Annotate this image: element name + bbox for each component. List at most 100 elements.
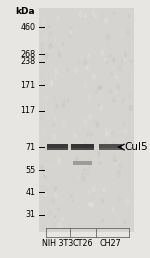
Text: CH27: CH27 bbox=[99, 239, 121, 248]
Circle shape bbox=[96, 90, 98, 93]
Circle shape bbox=[79, 12, 82, 17]
Circle shape bbox=[112, 97, 115, 102]
Circle shape bbox=[41, 165, 44, 170]
Circle shape bbox=[84, 119, 87, 125]
Circle shape bbox=[58, 207, 59, 211]
Circle shape bbox=[126, 199, 129, 204]
Circle shape bbox=[53, 134, 56, 140]
Circle shape bbox=[83, 177, 85, 181]
Circle shape bbox=[71, 195, 72, 197]
Circle shape bbox=[129, 95, 130, 97]
Circle shape bbox=[125, 53, 127, 57]
Circle shape bbox=[41, 47, 44, 53]
Circle shape bbox=[98, 103, 99, 106]
Circle shape bbox=[94, 79, 95, 81]
Circle shape bbox=[109, 89, 112, 93]
Circle shape bbox=[75, 69, 77, 73]
Circle shape bbox=[96, 122, 99, 127]
Circle shape bbox=[53, 124, 54, 126]
Circle shape bbox=[115, 89, 117, 94]
Circle shape bbox=[115, 162, 117, 166]
Circle shape bbox=[92, 187, 95, 192]
Circle shape bbox=[88, 203, 90, 206]
Text: kDa: kDa bbox=[16, 7, 35, 16]
Circle shape bbox=[84, 82, 87, 88]
Text: CT26: CT26 bbox=[72, 239, 93, 248]
Circle shape bbox=[106, 61, 108, 63]
Circle shape bbox=[90, 201, 93, 206]
Circle shape bbox=[111, 131, 113, 135]
Bar bbox=[47, 144, 68, 150]
Circle shape bbox=[88, 191, 90, 193]
Circle shape bbox=[86, 65, 88, 70]
Bar bbox=[39, 8, 134, 232]
Circle shape bbox=[70, 209, 71, 211]
Circle shape bbox=[98, 86, 100, 90]
Circle shape bbox=[106, 131, 109, 135]
Circle shape bbox=[55, 69, 58, 74]
Circle shape bbox=[111, 72, 113, 75]
Circle shape bbox=[54, 192, 57, 198]
Circle shape bbox=[78, 59, 81, 63]
Circle shape bbox=[50, 47, 53, 52]
Circle shape bbox=[54, 116, 56, 120]
Text: 238: 238 bbox=[20, 58, 35, 66]
Text: 117: 117 bbox=[20, 107, 35, 115]
Circle shape bbox=[41, 116, 43, 120]
Circle shape bbox=[49, 44, 52, 49]
Circle shape bbox=[94, 158, 95, 160]
Circle shape bbox=[102, 219, 103, 222]
Circle shape bbox=[62, 122, 65, 127]
Circle shape bbox=[72, 200, 73, 201]
Circle shape bbox=[98, 152, 100, 155]
Circle shape bbox=[115, 159, 116, 162]
Circle shape bbox=[55, 97, 56, 99]
Circle shape bbox=[124, 59, 125, 61]
Circle shape bbox=[64, 100, 65, 102]
Circle shape bbox=[61, 217, 63, 221]
Bar bbox=[71, 144, 94, 150]
Circle shape bbox=[53, 166, 54, 169]
Circle shape bbox=[55, 38, 56, 41]
Circle shape bbox=[122, 62, 123, 65]
Circle shape bbox=[66, 154, 68, 157]
Circle shape bbox=[58, 158, 61, 163]
Circle shape bbox=[52, 198, 55, 204]
Circle shape bbox=[121, 59, 123, 62]
Circle shape bbox=[130, 60, 132, 63]
Circle shape bbox=[106, 127, 107, 129]
Circle shape bbox=[81, 142, 82, 144]
Circle shape bbox=[55, 69, 56, 71]
Circle shape bbox=[110, 130, 113, 136]
Circle shape bbox=[101, 146, 102, 148]
Circle shape bbox=[49, 26, 50, 28]
Text: 41: 41 bbox=[25, 188, 35, 197]
Circle shape bbox=[46, 189, 47, 191]
Circle shape bbox=[104, 58, 106, 62]
Circle shape bbox=[45, 173, 46, 175]
Circle shape bbox=[50, 80, 53, 85]
Circle shape bbox=[128, 15, 130, 18]
Circle shape bbox=[62, 43, 64, 46]
Circle shape bbox=[44, 192, 47, 196]
Circle shape bbox=[58, 52, 61, 57]
Circle shape bbox=[76, 157, 78, 161]
Circle shape bbox=[87, 133, 88, 135]
Circle shape bbox=[43, 20, 45, 24]
Bar bbox=[47, 148, 68, 150]
Circle shape bbox=[45, 95, 48, 100]
Bar bbox=[99, 148, 122, 150]
Circle shape bbox=[100, 105, 103, 110]
Circle shape bbox=[109, 54, 111, 58]
Circle shape bbox=[70, 30, 72, 34]
Circle shape bbox=[85, 14, 87, 18]
Circle shape bbox=[62, 103, 64, 107]
Circle shape bbox=[124, 50, 125, 52]
Circle shape bbox=[112, 207, 114, 211]
Text: NIH 3T3: NIH 3T3 bbox=[42, 239, 73, 248]
Circle shape bbox=[47, 183, 48, 185]
Circle shape bbox=[114, 12, 115, 15]
Circle shape bbox=[70, 143, 72, 148]
Circle shape bbox=[83, 168, 85, 171]
Circle shape bbox=[81, 145, 84, 151]
